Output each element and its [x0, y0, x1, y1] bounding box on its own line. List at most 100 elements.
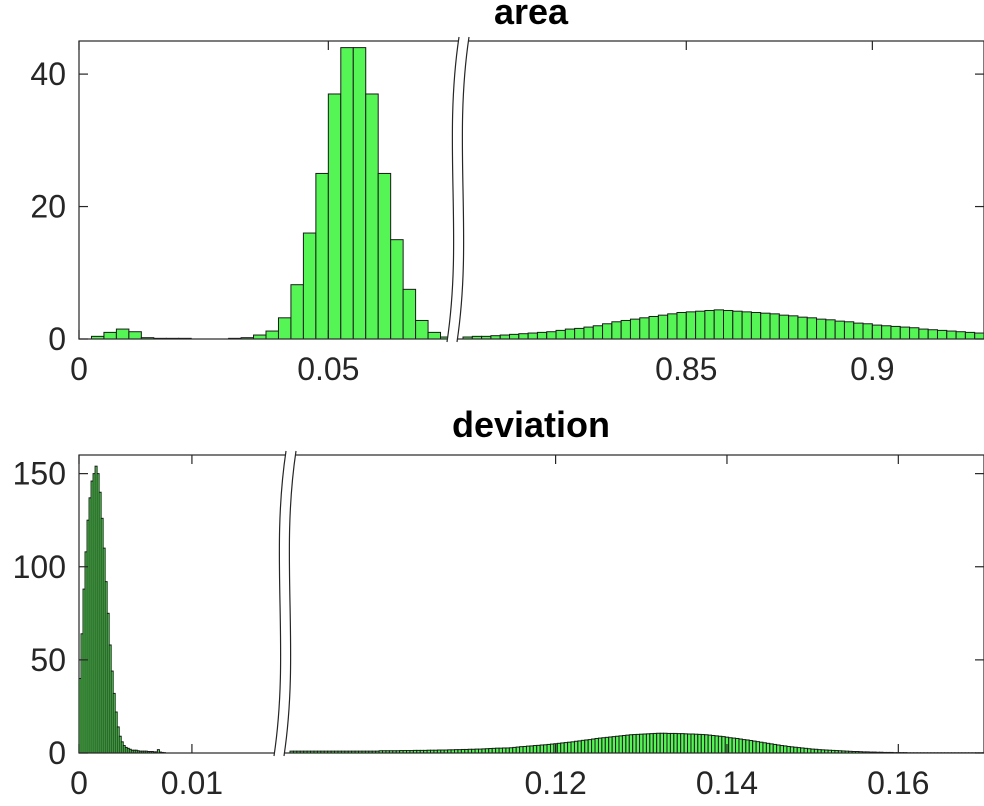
histogram-bar — [315, 172, 329, 340]
x-tick-label: 0.9 — [850, 351, 894, 387]
histogram-bar — [583, 326, 594, 340]
histogram-bar — [687, 733, 692, 754]
histogram-bar — [488, 748, 493, 754]
histogram-bar — [427, 331, 442, 340]
histogram-bar — [377, 172, 392, 340]
histogram-bar — [881, 325, 892, 340]
histogram-bar — [825, 319, 836, 340]
axis-break-line — [446, 36, 460, 343]
histogram-bar — [505, 747, 510, 754]
histogram-bar — [762, 742, 767, 754]
histogram-bar — [527, 332, 538, 340]
histogram-bar — [680, 733, 685, 754]
histogram-bar — [786, 745, 791, 754]
histogram-bar — [601, 737, 606, 754]
histogram-bar — [615, 735, 620, 754]
y-tick-label: 0 — [48, 735, 66, 771]
histogram-bar — [539, 744, 545, 754]
histogram-bar — [546, 331, 557, 340]
histogram-bar — [909, 327, 920, 340]
histogram-bar — [685, 311, 697, 340]
histogram-bar — [340, 47, 354, 340]
histogram-bar — [128, 331, 142, 340]
histogram-bar — [584, 739, 589, 754]
histogram-bar — [693, 733, 699, 754]
histogram-bar — [707, 734, 713, 754]
x-tick-label: 0 — [70, 765, 88, 801]
histogram-bar — [573, 740, 579, 754]
histogram-bar — [509, 333, 520, 340]
histogram-bar — [574, 327, 585, 340]
histogram-bar — [604, 736, 610, 754]
histogram-bar — [560, 742, 565, 754]
histogram-bar — [713, 309, 725, 340]
histogram-bar — [843, 321, 855, 340]
histogram-bar — [265, 330, 279, 340]
histogram-bar — [759, 741, 764, 754]
histogram-bar — [564, 328, 576, 340]
histogram-bar — [302, 232, 317, 340]
y-tick-label: 100 — [13, 549, 66, 585]
histogram-bar — [700, 734, 706, 754]
histogram-bar — [365, 93, 379, 340]
histogram-bar — [683, 733, 689, 754]
histogram-bar — [704, 310, 715, 340]
x-tick-label: 0.16 — [867, 765, 929, 801]
histogram-bar — [717, 735, 723, 754]
histogram-bar — [115, 328, 130, 340]
histogram-bar — [591, 738, 596, 754]
histogram-bar — [536, 331, 548, 340]
histogram-bar — [639, 317, 650, 340]
histogram-bar — [103, 331, 117, 340]
histogram-bar — [656, 732, 661, 754]
y-tick-label: 50 — [30, 642, 66, 678]
histogram-bar — [642, 733, 647, 754]
histogram-bar — [508, 747, 514, 754]
x-tick-label: 0.01 — [161, 765, 223, 801]
histogram-bar — [676, 733, 682, 754]
histogram-bar — [625, 734, 630, 754]
histogram-bar — [611, 321, 622, 340]
histogram-bar — [543, 744, 548, 754]
histogram-bar — [871, 324, 883, 340]
axis-break-line — [456, 36, 470, 343]
histogram-bar — [481, 748, 486, 754]
histogram-bar — [652, 732, 658, 754]
histogram-bar — [927, 329, 938, 340]
axis-break-gap — [274, 451, 296, 756]
histogram-bar — [484, 748, 490, 754]
histogram-bar — [667, 313, 678, 340]
histogram-bar — [659, 732, 665, 754]
histogram-bar — [695, 310, 706, 340]
y-tick-label: 0 — [48, 321, 66, 357]
histogram-bar — [806, 317, 818, 340]
histogram-bar — [491, 747, 497, 754]
histogram-bar — [735, 737, 740, 754]
histogram-bar — [649, 733, 654, 754]
area-title: area — [494, 0, 569, 32]
histogram-bar — [546, 743, 551, 754]
deviation-title: deviation — [452, 404, 610, 445]
histogram-bar — [570, 741, 575, 754]
y-tick-label: 40 — [30, 56, 66, 92]
histogram-bar — [796, 747, 802, 754]
histogram-bar — [639, 733, 644, 754]
histogram-bar — [525, 745, 531, 754]
histogram-bar — [789, 746, 795, 754]
histogram-bar — [752, 740, 757, 754]
histogram-bar — [721, 736, 726, 754]
histogram-bar — [955, 331, 966, 340]
histogram-bar — [620, 319, 631, 340]
histogram-bar — [738, 738, 743, 754]
histogram-bar — [602, 323, 613, 340]
histogram-bar — [797, 316, 808, 340]
histogram-bar — [522, 745, 527, 754]
y-tick-label: 150 — [13, 456, 66, 492]
histogram-bar — [648, 315, 659, 340]
histogram-bar — [711, 734, 716, 754]
histogram-bar — [748, 740, 754, 754]
x-tick-label: 0.05 — [297, 351, 359, 387]
histogram-bar — [563, 742, 569, 754]
histogram-bar — [853, 322, 864, 340]
